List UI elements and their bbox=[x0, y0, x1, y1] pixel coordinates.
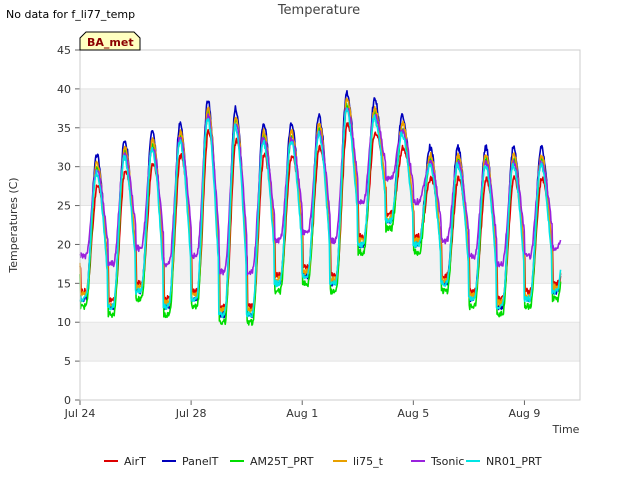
legend-label: NR01_PRT bbox=[486, 455, 542, 468]
plot-border bbox=[79, 49, 581, 401]
x-tick-label: Aug 5 bbox=[397, 407, 429, 420]
series-line-nr01-prt bbox=[79, 107, 562, 319]
grid-band bbox=[80, 166, 580, 206]
badge-label: BA_met bbox=[87, 36, 134, 49]
site-badge: BA_met bbox=[79, 31, 141, 51]
x-tick-label: Aug 1 bbox=[286, 407, 318, 420]
legend-label: AM25T_PRT bbox=[250, 455, 314, 468]
legend-label: PanelT bbox=[182, 455, 219, 468]
y-tick-label: 30 bbox=[57, 161, 71, 174]
x-tick-label: Jul 28 bbox=[175, 407, 207, 420]
x-tick-label: Aug 9 bbox=[508, 407, 540, 420]
y-tick-label: 15 bbox=[57, 277, 71, 290]
grid-band bbox=[80, 322, 580, 362]
series-lines bbox=[79, 90, 562, 326]
legend-label: AirT bbox=[124, 455, 146, 468]
badge-shape bbox=[79, 31, 141, 51]
no-data-note: No data for f_li77_temp bbox=[6, 8, 135, 21]
grid-band bbox=[80, 88, 580, 128]
chart-title: Temperature bbox=[277, 3, 360, 18]
y-axis-label: Temperatures (C) bbox=[7, 177, 20, 273]
y-tick-label: 40 bbox=[57, 83, 71, 96]
legend: AirT PanelT AM25T_PRT li75_t Tsonic NR01_PRT bbox=[104, 455, 542, 468]
y-tick-label: 5 bbox=[64, 355, 71, 368]
y-tick-label: 0 bbox=[64, 394, 71, 407]
y-tick-label: 35 bbox=[57, 122, 71, 135]
x-axis-ticks: Jul 24 Jul 28 Aug 1 Aug 5 Aug 9 bbox=[64, 400, 540, 420]
y-tick-label: 20 bbox=[57, 238, 71, 251]
legend-label: li75_t bbox=[353, 455, 384, 468]
y-tick-label: 10 bbox=[57, 316, 71, 329]
series-line-tsonic bbox=[79, 107, 562, 276]
x-tick-label: Jul 24 bbox=[64, 407, 96, 420]
legend-label: Tsonic bbox=[430, 455, 464, 468]
y-axis-ticks: 0 5 10 15 20 25 30 35 40 45 bbox=[57, 44, 80, 407]
y-tick-label: 45 bbox=[57, 44, 71, 57]
x-axis-label: Time bbox=[552, 423, 580, 436]
y-tick-label: 25 bbox=[57, 200, 71, 213]
